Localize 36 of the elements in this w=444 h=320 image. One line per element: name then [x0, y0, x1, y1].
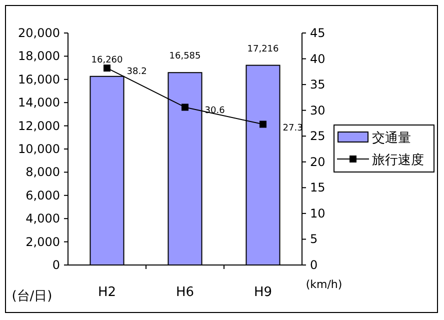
data-label: 30.6 [204, 106, 226, 116]
y2-tick-label: 35 [310, 78, 326, 92]
y2-tick-label: 20 [310, 154, 326, 169]
y2-tick-label: 15 [310, 180, 326, 195]
x-tick-label: H2 [98, 285, 116, 300]
y-tick-label: 20,000 [18, 26, 60, 40]
y-tick-label: 6,000 [26, 188, 60, 202]
y-tick-label: 18,000 [18, 49, 60, 64]
y2-tick-label: 5 [310, 232, 318, 246]
x-tick-label: H9 [254, 285, 272, 300]
legend-label: 旅行速度 [372, 152, 424, 168]
y-axis-title: (台/日) [12, 289, 52, 304]
point [182, 104, 188, 111]
y-tick-label: 12,000 [18, 118, 60, 133]
y2-tick-label: 40 [310, 52, 326, 66]
data-label: 38.2 [126, 67, 147, 78]
data-label: 16,260 [91, 55, 124, 66]
x-tick-label: H6 [176, 285, 194, 300]
legend-label: 交通量 [372, 130, 411, 146]
y2-tick-label: 10 [310, 206, 326, 220]
y-tick-label: 0 [52, 258, 60, 272]
y-tick-label: 16,000 [18, 72, 60, 86]
point [104, 64, 110, 72]
y2-tick-label: 45 [310, 26, 326, 40]
point [260, 120, 266, 128]
y2-axis-title: (km/h) [306, 278, 342, 291]
y2-tick-label: 0 [310, 258, 318, 272]
data-label: 16,585 [169, 52, 201, 62]
y-tick-label: 2,000 [26, 234, 60, 249]
y2-tick-label: 25 [310, 129, 326, 144]
data-label: 17,216 [247, 44, 280, 54]
y-tick-label: 10,000 [18, 142, 60, 156]
y-tick-label: 8,000 [26, 165, 60, 180]
y-tick-label: 14,000 [18, 96, 60, 110]
y2-tick-label: 30 [310, 103, 326, 118]
y-tick-label: 4,000 [26, 212, 60, 226]
